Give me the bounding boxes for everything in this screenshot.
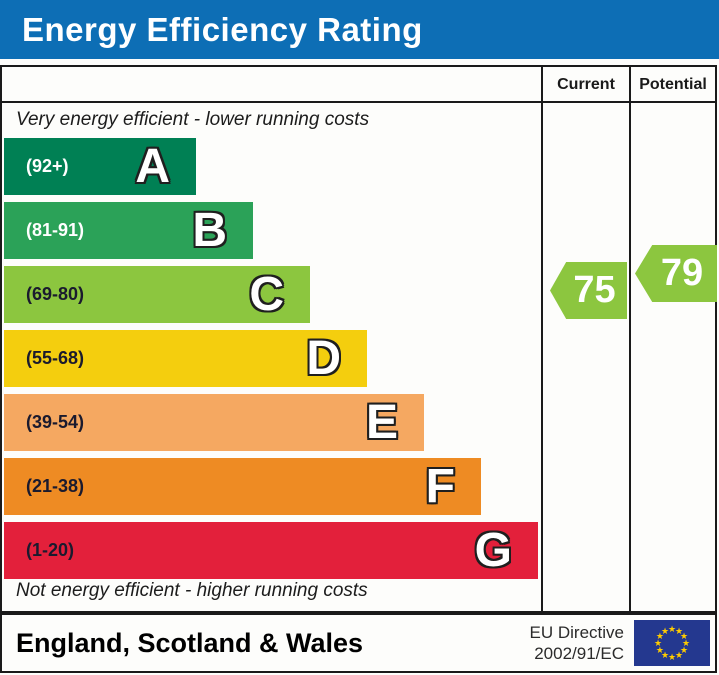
band-list: (92+) A (81-91) B (69-80) C (55-68) D (3… [4, 138, 541, 586]
band-c-range: (69-80) [26, 284, 85, 304]
footer-region-label: England, Scotland & Wales [16, 627, 364, 658]
band-c: (69-80) C [4, 266, 310, 323]
top-note: Very energy efficient - lower running co… [16, 109, 370, 130]
chart-table: Current Potential Very energy efficient … [0, 65, 717, 613]
band-b: (81-91) B [4, 202, 253, 259]
band-c-letter: C [249, 268, 284, 321]
potential-rating-arrow: 79 [635, 245, 717, 302]
column-divider-potential [629, 67, 631, 611]
band-f: (21-38) F [4, 458, 481, 515]
svg-text:★: ★ [668, 624, 676, 634]
band-d: (55-68) D [4, 330, 367, 387]
band-f-letter: F [425, 460, 455, 513]
column-header-current: Current [557, 76, 615, 93]
svg-text:★: ★ [668, 652, 676, 662]
svg-text:★: ★ [654, 638, 662, 648]
band-e-range: (39-54) [26, 412, 85, 432]
potential-rating-value: 79 [660, 252, 704, 294]
svg-text:★: ★ [682, 638, 690, 648]
eu-flag-field [634, 620, 710, 666]
title-bar: Energy Efficiency Rating [0, 0, 719, 59]
bottom-note: Not energy efficient - higher running co… [16, 580, 368, 601]
band-d-letter: D [306, 332, 341, 385]
column-divider-current [541, 67, 543, 611]
eu-flag-stars: ★ ★ ★ ★ ★ ★ ★ ★ ★ ★ ★ ★ [654, 624, 690, 662]
band-a-letter: A [135, 140, 170, 193]
eu-directive-label: EU Directive 2002/91/EC [530, 622, 634, 665]
svg-text:★: ★ [661, 626, 669, 636]
eu-flag-icon: ★ ★ ★ ★ ★ ★ ★ ★ ★ ★ ★ ★ [634, 620, 710, 666]
band-f-range: (21-38) [26, 476, 85, 496]
band-e-letter: E [365, 396, 398, 449]
band-g-range: (1-20) [26, 540, 75, 560]
band-e: (39-54) E [4, 394, 424, 451]
current-rating-value: 75 [573, 269, 616, 311]
page-title: Energy Efficiency Rating [22, 10, 423, 48]
band-a: (92+) A [4, 138, 196, 195]
band-g-letter: G [474, 524, 512, 577]
current-rating-arrow: 75 [550, 262, 627, 319]
band-d-range: (55-68) [26, 348, 85, 368]
svg-text:★: ★ [680, 631, 688, 641]
svg-text:★: ★ [656, 645, 664, 655]
svg-text:★: ★ [656, 631, 664, 641]
footer-bar: England, Scotland & Wales EU Directive 2… [0, 613, 717, 673]
svg-text:★: ★ [680, 645, 688, 655]
svg-text:★: ★ [675, 650, 683, 660]
band-b-letter: B [192, 204, 227, 257]
eu-directive-line2: 2002/91/EC [534, 644, 624, 663]
band-a-range: (92+) [26, 156, 69, 176]
column-header-potential: Potential [639, 76, 707, 93]
table-header-row [2, 67, 715, 103]
svg-text:★: ★ [675, 626, 683, 636]
eu-directive-line1: EU Directive [529, 622, 624, 642]
band-g: (1-20) G [4, 522, 538, 579]
svg-text:★: ★ [661, 650, 669, 660]
band-b-range: (81-91) [26, 220, 85, 240]
